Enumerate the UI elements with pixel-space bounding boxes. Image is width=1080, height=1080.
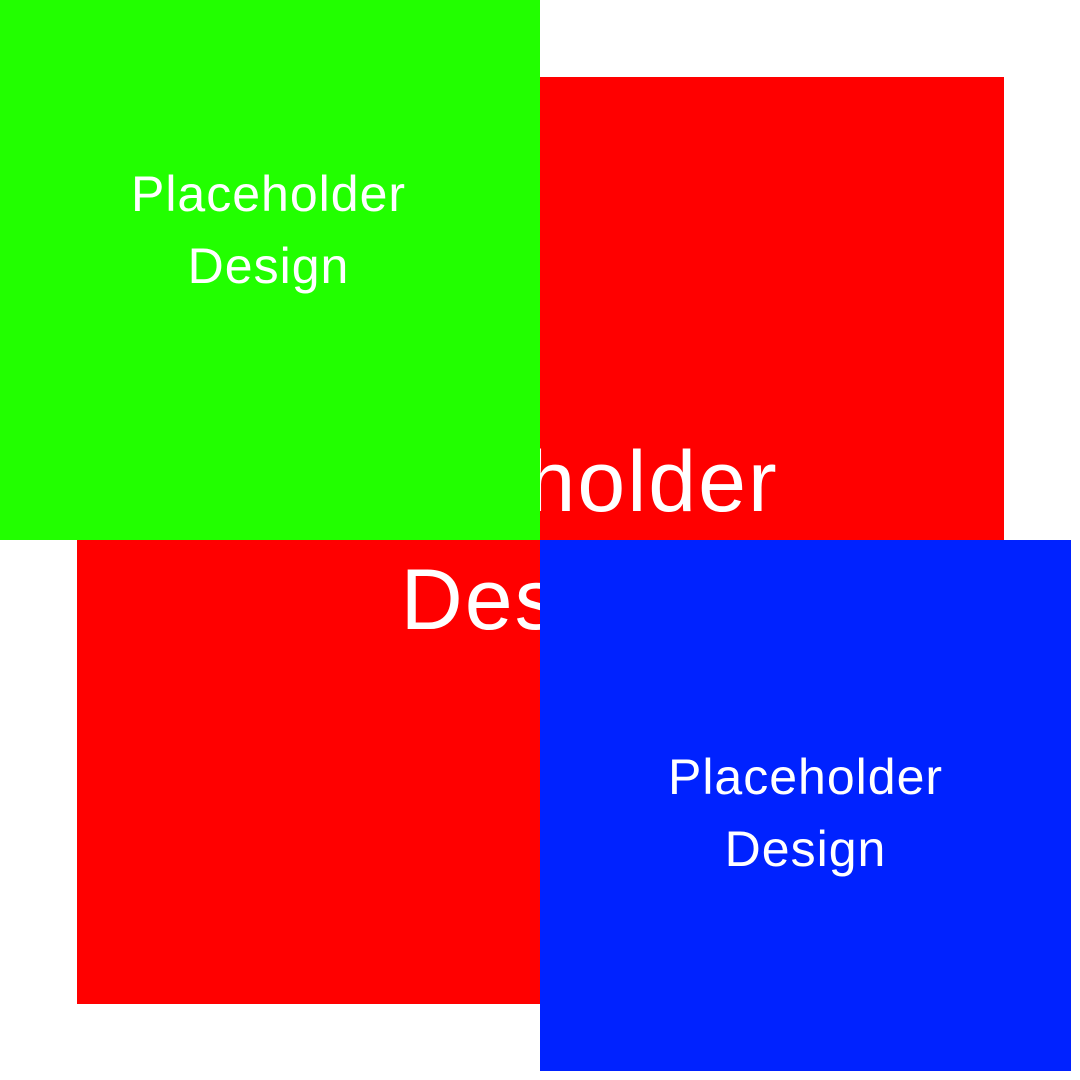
blue-panel-line1: Placeholder — [667, 748, 944, 805]
green-top-left-panel: Placeholder Design — [0, 0, 540, 540]
green-panel-line1: Placeholder — [130, 166, 407, 222]
green-panel-text: Placeholder Design — [131, 158, 406, 302]
blue-panel-line2: Design — [724, 820, 887, 877]
green-panel-line2: Design — [187, 238, 350, 294]
blue-bottom-right-panel: Placeholder Design — [540, 540, 1071, 1071]
blue-panel-text: Placeholder Design — [668, 741, 943, 885]
